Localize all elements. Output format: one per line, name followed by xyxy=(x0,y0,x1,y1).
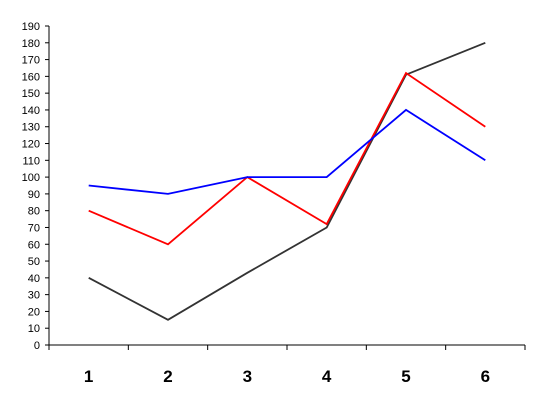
y-tick-label: 120 xyxy=(22,139,40,151)
y-tick-label: 0 xyxy=(34,340,40,352)
y-tick-label: 160 xyxy=(22,71,40,83)
y-tick-label: 90 xyxy=(28,189,40,201)
y-tick-label: 20 xyxy=(28,306,40,318)
series-line-3 xyxy=(88,108,486,195)
y-tick-label: 170 xyxy=(22,55,40,67)
y-tick-label: 100 xyxy=(22,172,40,184)
x-axis: 1 2 3 4 5 6 xyxy=(48,344,526,386)
y-tick-label: 180 xyxy=(22,38,40,50)
y-tick-label: 40 xyxy=(28,273,40,285)
y-tick-label: 110 xyxy=(22,155,40,167)
x-tick-label: 2 xyxy=(163,367,172,386)
series-layer xyxy=(88,41,486,321)
y-tick-label: 10 xyxy=(28,323,40,335)
y-tick-label: 70 xyxy=(28,222,40,234)
x-tick-label: 1 xyxy=(84,367,93,386)
x-tick-label: 6 xyxy=(481,367,490,386)
x-tick-label: 3 xyxy=(243,367,252,386)
y-tick-label: 30 xyxy=(28,290,40,302)
y-tick-label: 140 xyxy=(22,105,40,117)
y-tick-label: 130 xyxy=(22,122,40,134)
y-axis: 0 10 20 30 40 50 60 70 80 90 100 110 120 130 140 150 160… xyxy=(22,21,50,352)
x-tick-label: 4 xyxy=(322,367,332,386)
x-tick-label: 5 xyxy=(401,367,410,386)
y-tick-label: 60 xyxy=(28,239,40,251)
y-tick-label: 190 xyxy=(22,21,40,33)
y-tick-label: 80 xyxy=(28,206,40,218)
series-line-1 xyxy=(88,41,486,321)
series-line-2 xyxy=(88,71,486,246)
y-tick-label: 50 xyxy=(28,256,40,268)
y-tick-label: 150 xyxy=(22,88,40,100)
